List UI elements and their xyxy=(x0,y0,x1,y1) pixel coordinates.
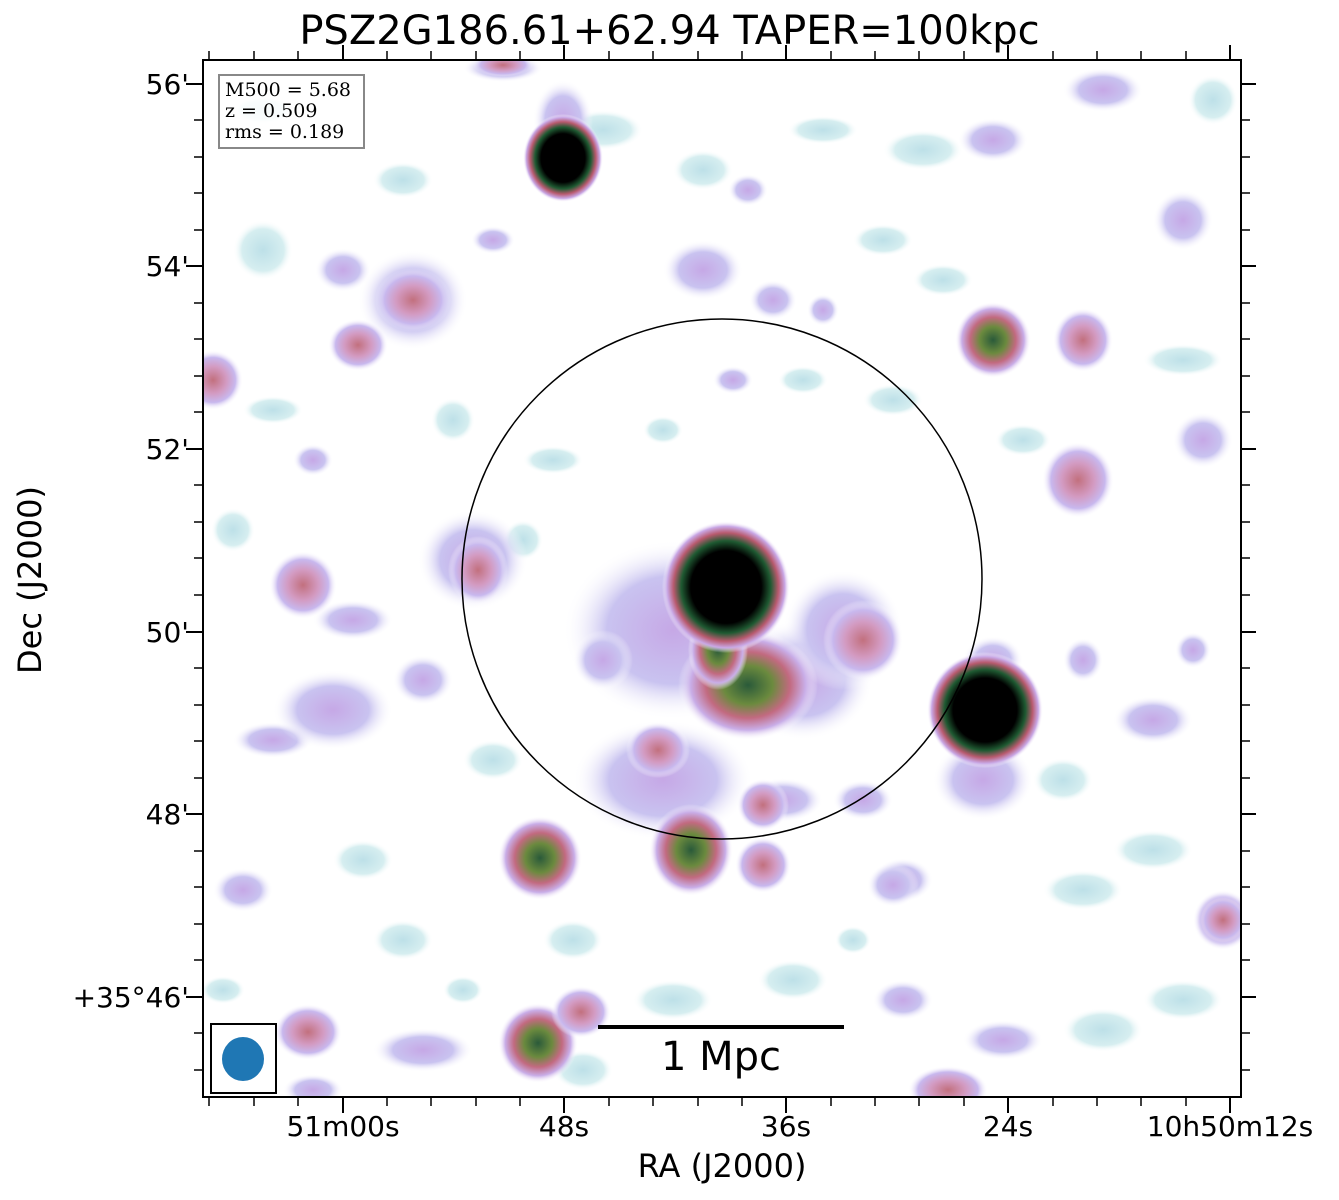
x-tick-label: 36s xyxy=(760,1110,812,1143)
plot-title: PSZ2G186.61+62.94 TAPER=100kpc xyxy=(299,8,1040,54)
beam-box xyxy=(210,1023,277,1094)
y-tick-label: 54' xyxy=(145,250,189,283)
x-tick-label: 24s xyxy=(982,1110,1034,1143)
scale-bar-label: 1 Mpc xyxy=(660,1034,782,1080)
x-major-ticks xyxy=(342,45,1231,1113)
y-tick-label: 56' xyxy=(145,68,189,101)
compact-sources xyxy=(269,60,1241,1097)
y-tick-label: 48' xyxy=(145,798,189,831)
y-minor-ticks xyxy=(194,119,1250,1071)
y-major-ticks xyxy=(186,83,1256,998)
info-box: M500 = 5.68 z = 0.509 rms = 0.189 xyxy=(218,74,365,149)
x-tick-label: 10h50m12s xyxy=(1146,1110,1314,1143)
rms-text: rms = 0.189 xyxy=(225,121,345,143)
x-minor-ticks xyxy=(208,51,1187,1106)
y-tick-label: 52' xyxy=(145,433,189,466)
radio-map xyxy=(203,60,1241,1097)
y-axis-label: Dec (J2000) xyxy=(11,486,49,674)
y-tick-label: 50' xyxy=(145,616,189,649)
redshift-text: z = 0.509 xyxy=(225,100,318,122)
radio-image-panel xyxy=(203,60,1241,1097)
bright-sources xyxy=(523,114,1043,768)
x-tick-label: 51m00s xyxy=(286,1110,400,1143)
beam-ellipse xyxy=(222,1037,264,1081)
x-axis-label: RA (J2000) xyxy=(637,1147,807,1185)
y-tick-label: +35°46' xyxy=(72,981,189,1014)
x-tick-label: 48s xyxy=(538,1110,590,1143)
r500-circle xyxy=(461,318,983,840)
mass-text: M500 = 5.68 xyxy=(225,79,352,101)
